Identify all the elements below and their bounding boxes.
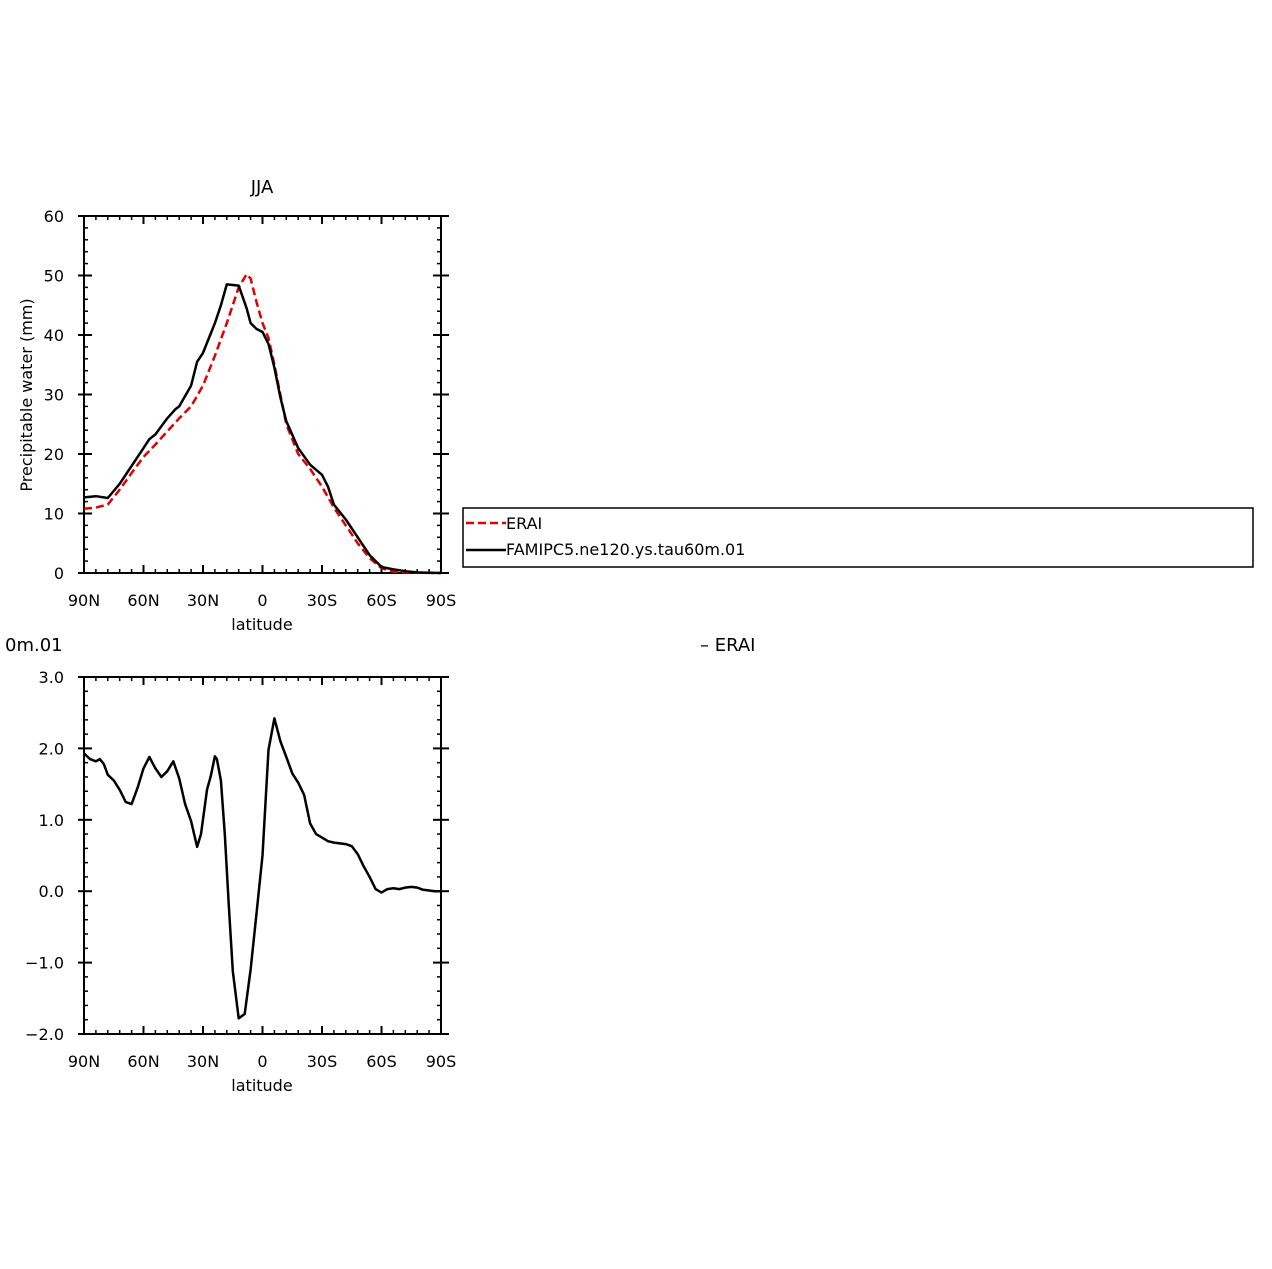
series-line-difference [83,717,441,1020]
x-tick-label: 60S [366,591,397,610]
y-tick-label: 20 [44,445,64,464]
x-tick-label: 90N [68,1052,100,1071]
series-line-model [83,283,442,575]
series-lines [83,273,442,575]
x-tick-label: 90S [426,591,457,610]
x-tick-label: 30S [307,591,338,610]
y-tick-label: 50 [44,267,64,286]
y-tick-label: 40 [44,326,64,345]
legend-label-model: FAMIPC5.ne120.ys.tau60m.01 [506,540,745,559]
y-tick-label: 2.0 [39,739,64,758]
x-tick-label: 60S [366,1052,397,1071]
legend: ERAI FAMIPC5.ne120.ys.tau60m.01 [462,507,1254,568]
y-tick-label: 30 [44,386,64,405]
y-tick-label: 60 [44,207,64,226]
y-axis-label-diff: Precipitable water (mm) [0,758,18,951]
x-tick-label: 30N [187,1052,219,1071]
axis-ticks: 90N 60N 30N 0 30S 60S 90S 0 10 20 30 40 50 60 [44,207,457,610]
series-line-erai [83,273,442,575]
x-tick-label: 30S [307,1052,338,1071]
legend-label-erai: ERAI [506,514,542,533]
y-tick-label: 1.0 [39,811,64,830]
plot-frame [83,215,442,574]
x-tick-label: 0 [257,1052,267,1071]
panel-title-fragment-right: – ERAI [700,635,756,656]
panel-title-fragment-left: 0m.01 [5,635,63,656]
y-tick-label: −2.0 [25,1025,64,1044]
x-tick-label: 60N [127,591,159,610]
y-tick-label: 3.0 [39,668,64,687]
x-axis-label-diff: latitude [231,1076,292,1095]
y-tick-label: −1.0 [25,954,64,973]
y-tick-label: 0 [54,564,64,583]
y-tick-label: 0.0 [39,882,64,901]
x-tick-label: 30N [187,591,219,610]
bottom-panel: 0m.01 – ERAI 90N 60N 30N 0 30S 60S 90S −2.0 −1.0… [0,635,756,1095]
x-axis-label: latitude [231,615,292,634]
chart-title: JJA [250,177,274,198]
x-tick-label: 90S [426,1052,457,1071]
x-tick-label: 0 [257,591,267,610]
legend-box [462,507,1254,568]
x-tick-label: 90N [68,591,100,610]
y-axis-label: Precipitable water (mm) [17,298,36,491]
y-tick-label: 10 [44,505,64,524]
axis-ticks-diff: 90N 60N 30N 0 30S 60S 90S −2.0 −1.0 0.0 1.0 2.0 3.0 [25,668,456,1071]
top-panel: JJA 90N 60N 30N 0 30S 60S 90S 0 10 20 30 40 50 60 lat… [17,177,1254,634]
series-lines-diff [83,717,441,1020]
x-tick-label: 60N [127,1052,159,1071]
